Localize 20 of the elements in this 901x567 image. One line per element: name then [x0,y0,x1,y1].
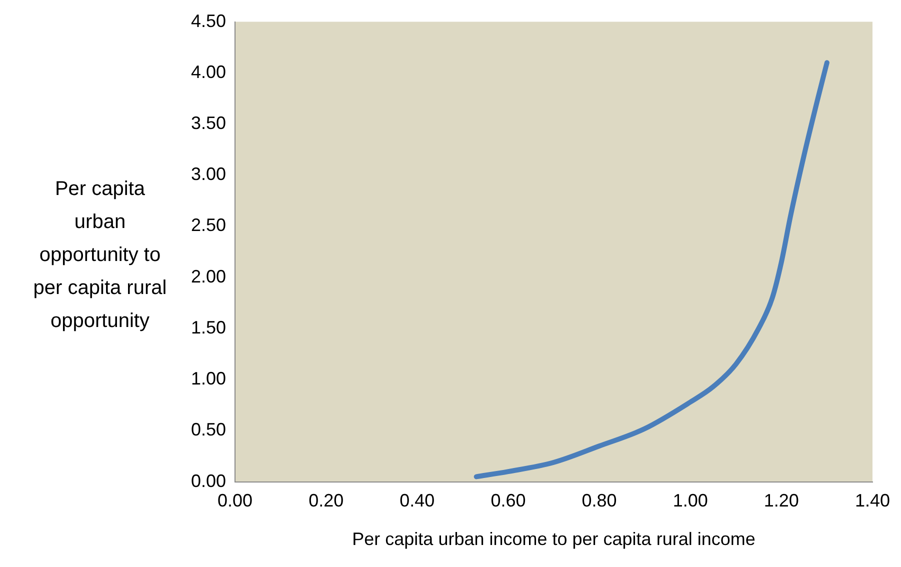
x-tick-label: 0.40 [400,490,435,511]
x-tick-label: 0.20 [308,490,344,511]
y-axis-title: Per capita urban opportunity to per capita rural opportunity [32,177,168,334]
y-tick-label: 4.50 [190,10,226,31]
y-tick-label: 0.00 [190,470,226,491]
y-tick-label: 0.50 [190,420,226,440]
x-tick-label: 1.40 [854,490,890,511]
y-tick-label: 4.00 [190,62,226,82]
y-tick-label: 2.50 [190,215,226,236]
x-tick-label: 1.20 [764,490,799,511]
y-tick-label: 3.00 [190,164,226,184]
x-tick-label: 0.60 [490,490,526,511]
y-tick-label: 1.50 [190,317,226,338]
y-tick-label: 1.00 [190,368,226,389]
x-tick-label: 0.80 [582,490,617,511]
y-tick-label: 3.50 [190,112,226,133]
x-tick-label: 1.00 [672,490,708,511]
x-tick-label: 0.00 [218,490,253,511]
y-tick-label: 2.00 [190,266,226,286]
x-axis-title: Per capita urban income to per capita rural income [352,529,756,550]
